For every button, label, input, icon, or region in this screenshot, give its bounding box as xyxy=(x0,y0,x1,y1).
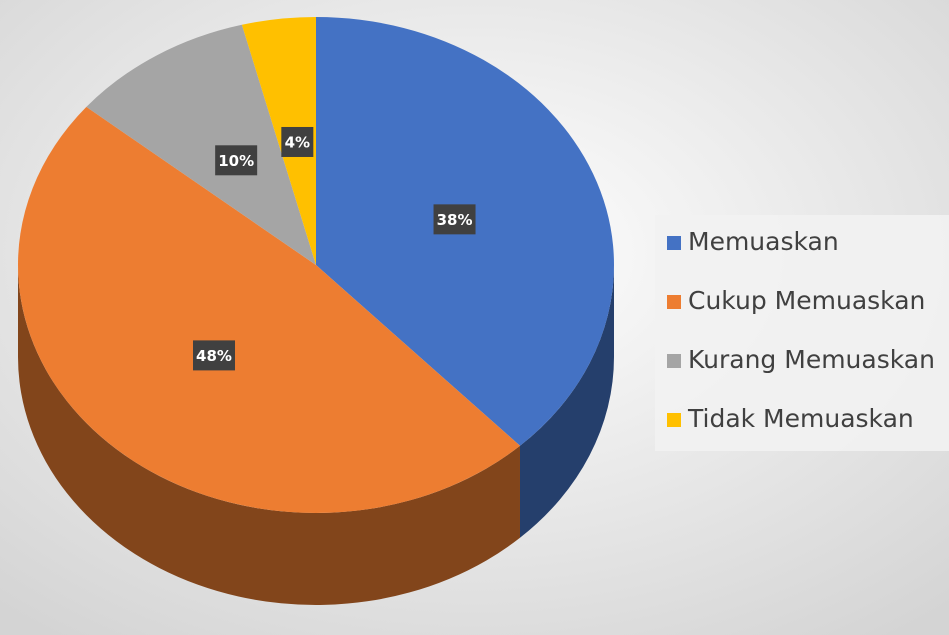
data-label: 48% xyxy=(196,347,232,365)
data-label: 10% xyxy=(218,152,254,170)
slice xyxy=(241,17,316,265)
legend-swatch xyxy=(667,236,681,250)
legend-swatch xyxy=(667,295,681,309)
data-label: 4% xyxy=(285,133,310,151)
slice-side xyxy=(18,265,520,605)
legend-swatch xyxy=(667,354,681,368)
legend-label: Kurang Memuaskan xyxy=(688,345,935,374)
legend-label: Memuaskan xyxy=(688,227,839,256)
data-label-box xyxy=(215,145,258,176)
legend-label: Cukup Memuaskan xyxy=(688,286,925,315)
legend-swatch xyxy=(667,413,681,427)
slice xyxy=(86,24,316,265)
legend-label: Tidak Memuaskan xyxy=(687,404,914,433)
data-label: 38% xyxy=(437,211,473,229)
data-label-box xyxy=(433,204,476,235)
slice-side xyxy=(519,265,614,538)
data-label-box xyxy=(281,126,314,157)
data-label-box xyxy=(193,340,236,371)
slice xyxy=(17,106,520,513)
legend-box xyxy=(655,215,949,451)
